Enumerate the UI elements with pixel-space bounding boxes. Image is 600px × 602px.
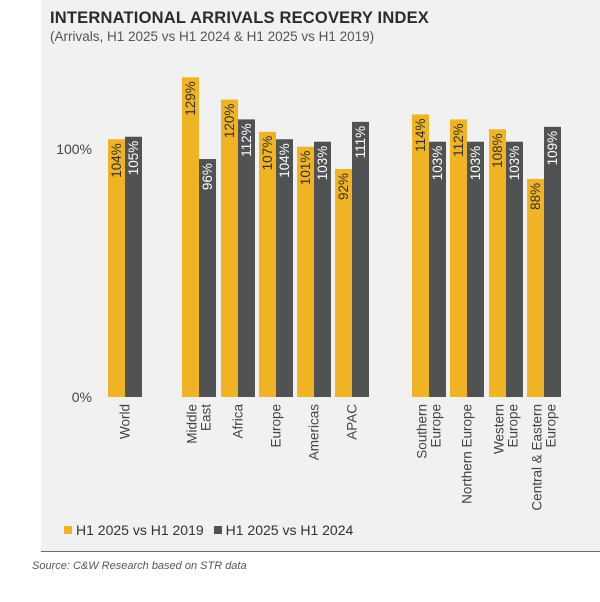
legend-item-2019: H1 2025 vs H1 2019 [64, 522, 204, 538]
bar-value-label: 111% [353, 126, 368, 159]
x-tick-label: Western Europe [492, 404, 521, 454]
bar-value-label: 104% [277, 143, 292, 178]
x-tick-label-line: Middle [185, 404, 200, 444]
bar-2024 [506, 141, 523, 397]
x-tick-label-line: Central & Eastern [530, 404, 545, 511]
x-tick-label-line: Europe [269, 404, 284, 448]
x-tick-label-line: Southern [415, 404, 430, 459]
bar-2019 [489, 129, 506, 398]
legend-label-2024: H1 2025 vs H1 2024 [225, 522, 354, 538]
x-tick-label-line: Europe [544, 404, 559, 448]
legend-label-2019: H1 2025 vs H1 2019 [76, 522, 204, 538]
bar-2024 [429, 141, 446, 397]
bar-value-label: 104% [109, 143, 124, 178]
bar-2019 [221, 99, 238, 398]
bar-2019 [527, 178, 544, 397]
bar-value-label: 96% [200, 163, 215, 190]
x-tick-label: Africa [231, 404, 246, 439]
bar-2019 [108, 139, 125, 397]
chart-title: INTERNATIONAL ARRIVALS RECOVERY INDEX [50, 9, 429, 27]
bar-value-label: 129% [183, 81, 198, 116]
x-tick-label-line: Europe [429, 404, 444, 448]
x-tick-label: APAC [345, 404, 360, 440]
bar-value-label: 103% [315, 146, 330, 181]
x-tick-label: Middle East [185, 404, 214, 444]
x-tick-label-line: East [199, 404, 214, 431]
x-tick-label: Central & Eastern Europe [530, 404, 559, 511]
bar-value-label: 105% [126, 141, 141, 176]
bar-value-label: 112% [239, 123, 254, 157]
bar-2019 [335, 168, 352, 397]
bar-2019 [182, 77, 199, 397]
bar-2024 [125, 136, 142, 397]
bar-2024 [199, 159, 216, 397]
x-tick-label-line: APAC [345, 404, 360, 440]
legend: H1 2025 vs H1 2019 H1 2025 vs H1 2024 [64, 522, 363, 538]
bar-2019 [450, 119, 467, 398]
x-tick-label: Americas [307, 404, 322, 461]
bar-value-label: 114% [413, 118, 428, 152]
bar-value-label: 92% [336, 173, 351, 200]
bar-value-label: 103% [430, 146, 445, 181]
bottom-rule [41, 551, 600, 552]
y-tick-label: 100% [56, 141, 92, 157]
bar-2019 [297, 146, 314, 397]
legend-item-2024: H1 2025 vs H1 2024 [213, 522, 354, 538]
x-tick-label: Northern Europe [460, 404, 475, 504]
bar-2024 [467, 141, 484, 397]
bar-value-label: 103% [507, 146, 522, 181]
y-tick-label: 0% [72, 389, 92, 405]
source-note: Source: C&W Research based on STR data [32, 560, 247, 572]
bar-2019 [412, 114, 429, 397]
bar-value-label: 108% [490, 133, 505, 168]
bar-value-label: 103% [468, 146, 483, 181]
x-tick-label: Southern Europe [415, 404, 444, 459]
bar-2024 [276, 139, 293, 397]
x-tick-label: Europe [269, 404, 284, 448]
bar-2024 [544, 126, 561, 397]
chart-subtitle: (Arrivals, H1 2025 vs H1 2024 & H1 2025 … [50, 29, 375, 44]
bar-value-label: 101% [298, 151, 313, 186]
x-tick-label-line: World [118, 404, 133, 439]
bar-2019 [259, 131, 276, 398]
bar-value-label: 107% [260, 136, 275, 171]
x-tick-label-line: Europe [506, 404, 521, 448]
bar-value-label: 112% [451, 123, 466, 157]
x-tick-label-line: Africa [231, 404, 246, 439]
x-tick-label-line: Northern Europe [460, 404, 475, 504]
x-tick-label-line: Americas [307, 404, 322, 461]
x-tick-label: World [118, 404, 133, 439]
bar-value-label: 88% [528, 183, 543, 210]
bar-2024 [314, 141, 331, 397]
bar-2024 [352, 121, 369, 397]
bar-value-label: 109% [545, 131, 560, 166]
legend-swatch-2024 [213, 526, 222, 534]
legend-swatch-2019 [64, 526, 72, 534]
bar-2024 [238, 119, 255, 398]
bar-value-label: 120% [222, 104, 237, 139]
x-tick-label-line: Western [492, 404, 507, 454]
